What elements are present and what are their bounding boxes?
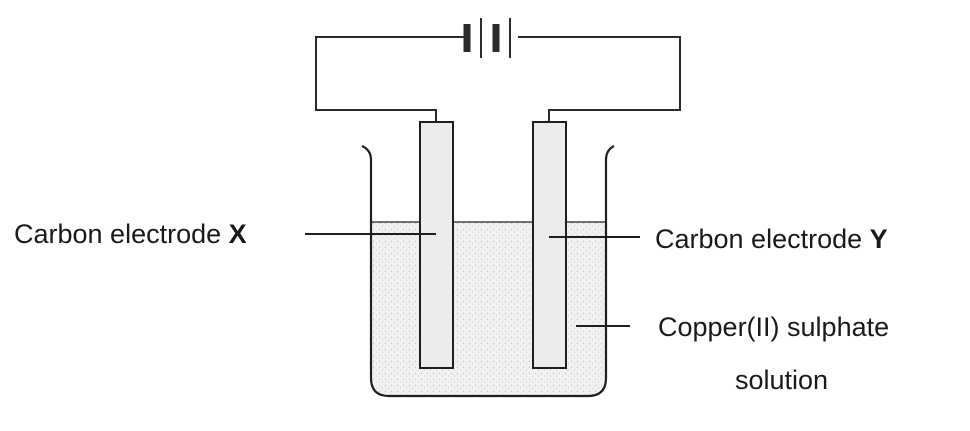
carbon-electrode-y — [532, 121, 567, 369]
beaker — [361, 144, 615, 398]
battery-icon — [463, 18, 511, 58]
label-solution-line2: solution — [735, 365, 828, 395]
label-solution-line1: Copper(II) sulphate — [658, 312, 889, 342]
copper-sulphate-solution — [371, 222, 606, 396]
wire-right — [518, 36, 681, 122]
label-electrode-x: Carbon electrode X — [14, 219, 247, 249]
label-electrode-y: Carbon electrode Y — [655, 224, 888, 254]
carbon-electrode-x — [419, 121, 454, 369]
wire-left — [315, 36, 464, 122]
